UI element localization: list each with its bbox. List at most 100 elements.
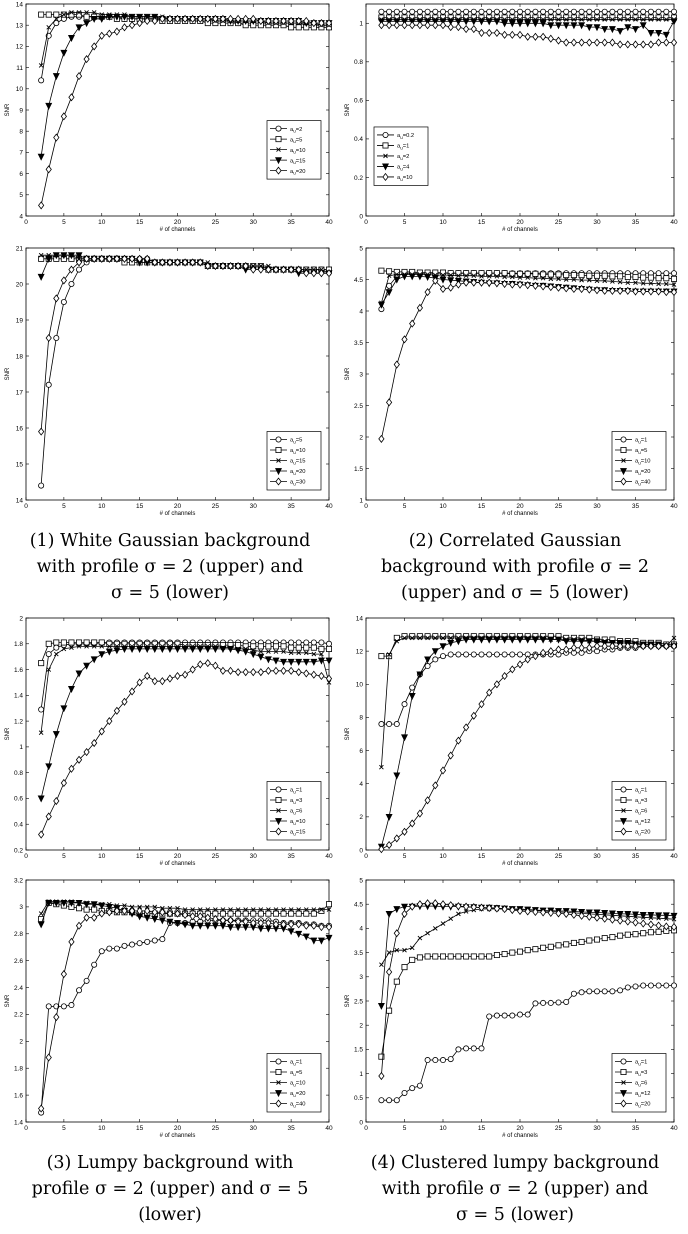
x-tick-label: 10 — [98, 1125, 106, 1132]
data-point — [319, 907, 324, 912]
legend-subscript: u — [293, 461, 296, 466]
data-point — [424, 8, 431, 15]
data-point — [516, 8, 523, 15]
data-point — [52, 252, 60, 260]
chart-white-gaussian-sigma2: 0 5 10 15 20 25 30 35 40 4 5 6 7 8 9 10 11 12 13 14 # of cha… — [0, 0, 335, 236]
data-point — [501, 20, 509, 28]
data-point — [532, 1000, 539, 1007]
data-point — [463, 1045, 470, 1052]
data-point — [121, 23, 128, 32]
data-point — [616, 28, 624, 36]
data-point — [303, 650, 309, 656]
data-point — [424, 899, 431, 908]
legend-label: au=12 — [635, 1091, 651, 1098]
data-point — [219, 646, 227, 654]
data-point — [38, 77, 45, 84]
data-point — [273, 649, 279, 654]
data-point — [655, 38, 662, 47]
data-point — [393, 360, 400, 369]
data-point — [250, 907, 256, 912]
data-point — [670, 912, 678, 920]
data-point — [470, 8, 477, 15]
x-tick-label: 25 — [555, 853, 563, 860]
data-point — [189, 665, 196, 674]
data-point — [409, 319, 416, 328]
y-tick-label: 6 — [19, 171, 23, 178]
data-point — [83, 639, 90, 646]
data-point — [128, 21, 136, 30]
data-point — [45, 255, 53, 263]
data-point — [257, 918, 264, 928]
data-point — [83, 662, 91, 670]
data-point — [562, 22, 570, 30]
series-5 — [38, 906, 333, 1113]
y-tick-label: 16 — [16, 425, 24, 432]
data-point — [38, 730, 44, 736]
caption-2-line-2: background with profile σ = 2 — [380, 557, 650, 577]
data-point — [632, 14, 639, 21]
data-point — [310, 269, 317, 278]
legend-subscript: u — [293, 482, 296, 487]
data-point — [68, 281, 75, 288]
legend-name: a — [290, 459, 294, 465]
data-point — [632, 918, 639, 927]
data-point — [470, 711, 477, 720]
legend-value: =12 — [641, 1091, 651, 1097]
data-point — [258, 907, 264, 912]
data-point — [663, 17, 669, 22]
data-point — [463, 651, 470, 658]
data-point — [448, 916, 454, 922]
data-point — [288, 644, 295, 651]
data-point — [493, 651, 500, 658]
data-point — [609, 934, 616, 941]
caption-3-line-3: (lower) — [138, 1205, 202, 1225]
data-point — [602, 278, 608, 284]
data-point — [265, 918, 272, 928]
legend-label: au=20 — [290, 1091, 306, 1098]
data-point — [416, 273, 424, 281]
data-point — [540, 271, 547, 278]
data-point — [38, 427, 45, 436]
data-point — [196, 646, 204, 654]
data-point — [84, 10, 89, 15]
legend-marker — [275, 1058, 282, 1065]
data-point — [401, 734, 408, 742]
legend-subscript: u — [638, 482, 641, 487]
data-point — [166, 640, 173, 647]
data-point — [288, 265, 295, 274]
data-point — [524, 655, 531, 664]
x-tick-label: 30 — [250, 503, 258, 510]
data-point — [578, 22, 586, 30]
data-point — [524, 32, 531, 41]
y-tick-label: 21 — [16, 245, 24, 252]
data-point — [401, 701, 408, 708]
data-point — [401, 8, 408, 15]
data-point — [265, 643, 272, 650]
y-tick-label: 14 — [16, 497, 24, 504]
data-point — [509, 274, 515, 280]
data-point — [531, 20, 539, 28]
data-point — [385, 967, 393, 977]
data-point — [463, 909, 469, 914]
x-axis-label: # of channels — [502, 1133, 538, 1139]
data-point — [486, 274, 492, 279]
data-point — [432, 926, 438, 931]
data-point — [394, 272, 400, 277]
data-point — [76, 644, 82, 649]
data-point — [393, 929, 400, 938]
legend-marker — [275, 1099, 282, 1108]
data-point — [288, 24, 295, 31]
data-point — [303, 910, 310, 917]
data-point — [181, 921, 189, 929]
data-point — [671, 282, 677, 287]
legend-marker — [276, 1080, 281, 1085]
y-tick-label: 0.8 — [14, 770, 23, 777]
data-point — [447, 18, 455, 26]
data-point — [409, 633, 416, 640]
data-point — [326, 907, 332, 912]
data-point — [570, 38, 578, 47]
data-point — [53, 133, 60, 142]
data-point — [158, 917, 166, 925]
data-point — [617, 932, 624, 939]
data-point — [655, 30, 663, 37]
